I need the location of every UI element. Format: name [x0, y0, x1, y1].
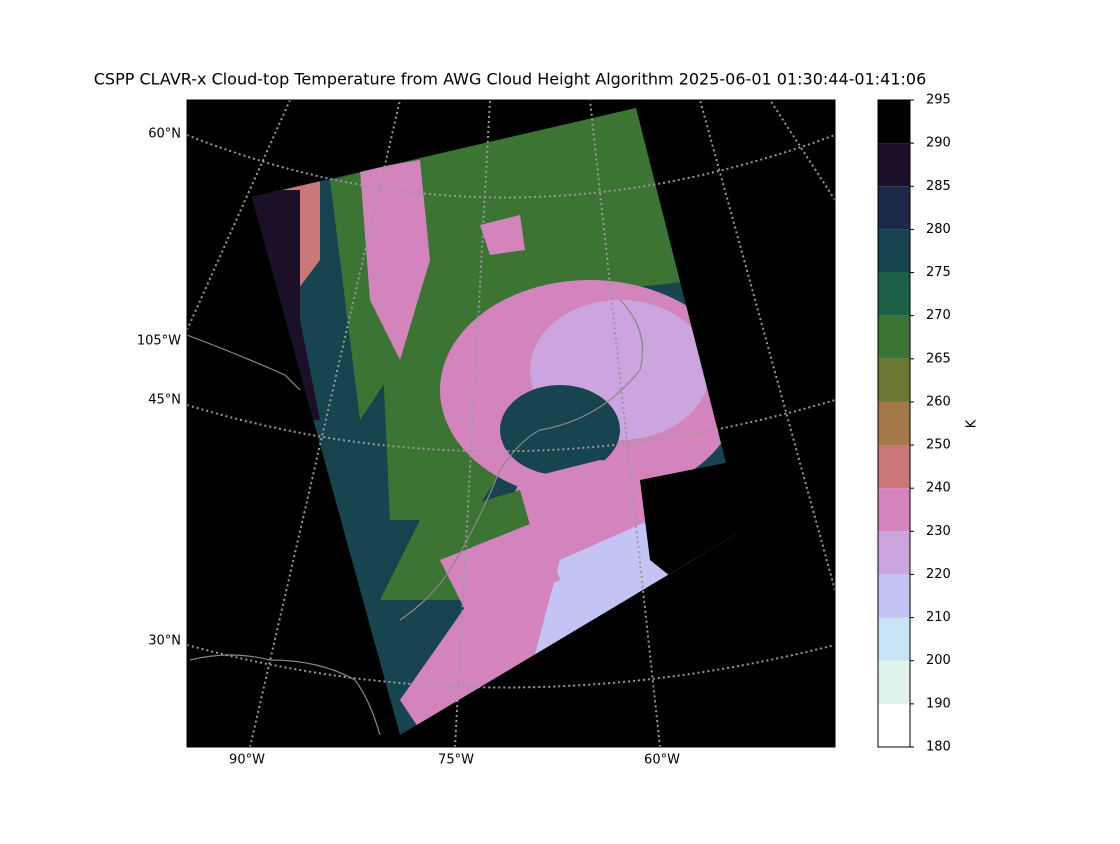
colorbar-tick-label: 180 [926, 740, 951, 755]
colorbar-tick-label: 200 [926, 653, 951, 668]
colorbar-segment [878, 531, 910, 575]
lat-label: 30°N [148, 634, 181, 649]
colorbar-segment [878, 186, 910, 230]
map-frame [186, 99, 836, 748]
colorbar-tick-label: 240 [926, 481, 951, 496]
lon-label: 75°W [438, 753, 474, 768]
colorbar-label: K [965, 419, 980, 428]
colorbar-tick-label: 265 [926, 351, 951, 366]
colorbar-tick-label: 270 [926, 308, 951, 323]
colorbar: 180 190 200 210 220 230 240 250 260 265 270 275 280 2… [877, 93, 951, 755]
colorbar-segment [878, 315, 910, 359]
colorbar-segment [878, 229, 910, 273]
colorbar-tick-label: 250 [926, 438, 951, 453]
lon-label: 90°W [229, 753, 265, 768]
colorbar-segment [878, 401, 910, 446]
colorbar-segment [878, 660, 910, 704]
colorbar-tick-label: 260 [926, 394, 951, 409]
colorbar-tick-label: 230 [926, 524, 951, 539]
colorbar-tick-label: 190 [926, 696, 951, 711]
colorbar-tick-label: 285 [926, 179, 951, 194]
colorbar-segment [878, 272, 910, 316]
colorbar-segment [878, 143, 910, 187]
lon-label: 60°W [644, 753, 680, 768]
colorbar-segment [878, 358, 910, 402]
title: CSPP CLAVR-x Cloud-top Temperature from … [94, 70, 927, 89]
lat-label: 60°N [148, 127, 181, 142]
lat-label: 45°N [148, 393, 181, 408]
colorbar-tick-label: 275 [926, 265, 951, 280]
colorbar-tick-label: 290 [926, 136, 951, 151]
colorbar-tick-label: 295 [926, 93, 951, 108]
map [187, 100, 835, 747]
colorbar-segment [878, 617, 910, 661]
colorbar-frame [877, 99, 911, 748]
colorbar-tick-label: 220 [926, 567, 951, 582]
colorbar-segment [878, 100, 910, 144]
colorbar-segment [878, 445, 910, 489]
colorbar-segment [878, 574, 910, 618]
lon-label: 105°W [137, 334, 181, 349]
colorbar-tick-label: 210 [926, 610, 951, 625]
colorbar-segment [878, 488, 910, 532]
colorbar-tick-label: 280 [926, 222, 951, 237]
colorbar-segment [878, 703, 910, 747]
